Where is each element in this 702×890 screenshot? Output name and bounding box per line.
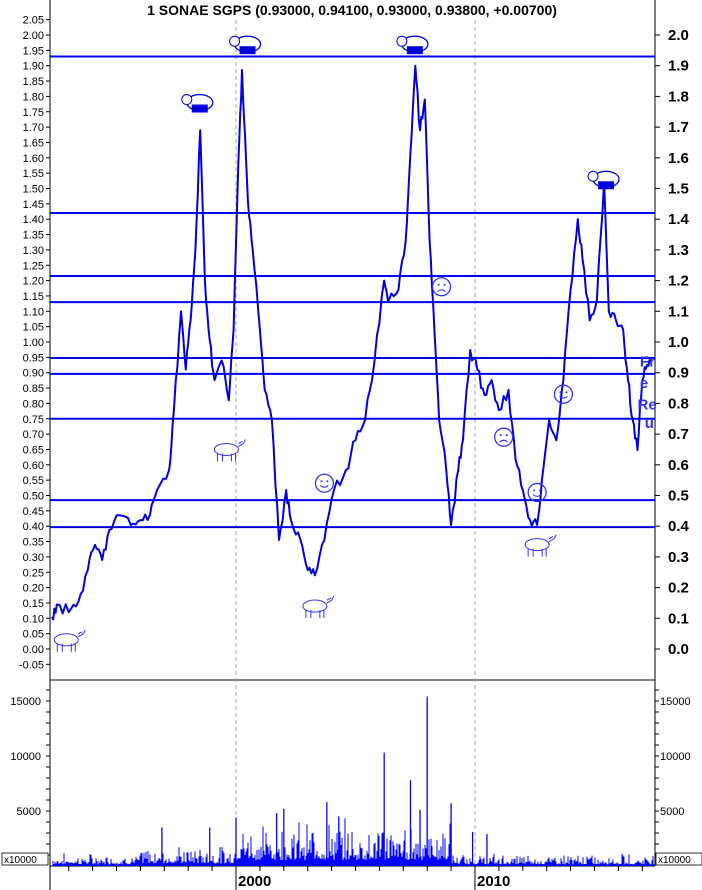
right-tick-label: 1.8 — [668, 88, 689, 105]
left-tick-label: 1.20 — [23, 276, 44, 288]
left-tick-label: 0.55 — [23, 475, 44, 487]
left-tick-label: 0.30 — [23, 552, 44, 564]
left-tick-label: 1.40 — [23, 214, 44, 226]
left-tick-label: -0.05 — [19, 659, 44, 671]
bear-icon — [229, 35, 262, 55]
left-tick-label: 0.80 — [23, 398, 44, 410]
left-tick-label: 1.10 — [23, 306, 44, 318]
volume-unit-box — [1, 852, 49, 866]
left-tick-label: 1.60 — [23, 153, 44, 165]
left-tick-label: 0.45 — [23, 506, 44, 518]
left-tick-label: 0.60 — [23, 460, 44, 472]
left-tick-label: 0.85 — [23, 383, 44, 395]
left-tick-label: 1.80 — [23, 91, 44, 103]
left-tick-label: 1.00 — [23, 337, 44, 349]
left-tick-label: 0.95 — [23, 352, 44, 364]
left-tick-label: 1.90 — [23, 61, 44, 73]
left-tick-label: 1.50 — [23, 184, 44, 196]
left-tick-label: 0.15 — [23, 598, 44, 610]
volume-tick-label-right: 10000 — [660, 751, 691, 763]
smile-icon — [553, 384, 574, 404]
left-tick-label: 1.65 — [23, 137, 44, 149]
volume-tick-label-left: 15000 — [10, 696, 41, 708]
left-tick-label: 1.75 — [23, 107, 44, 119]
volume-tick-label-right: 5000 — [660, 806, 684, 818]
x-tick-label: 2010 — [477, 873, 510, 890]
right-tick-label: 2.0 — [668, 27, 689, 44]
left-tick-label: 2.05 — [23, 15, 44, 27]
right-tick-label: 1.2 — [668, 273, 689, 290]
right-tick-label: 0.1 — [668, 610, 689, 627]
volume-tick-label-left: 10000 — [10, 751, 41, 763]
left-tick-label: 0.05 — [23, 629, 44, 641]
signal-annotation: u — [645, 415, 654, 432]
right-tick-label: 0.3 — [668, 549, 689, 566]
left-tick-label: 1.70 — [23, 122, 44, 134]
right-tick-label: 0.2 — [668, 580, 689, 597]
right-tick-label: 1.1 — [668, 303, 689, 320]
smile-icon — [527, 482, 547, 503]
price-candle-overlay — [51, 65, 653, 621]
volume-unit-label: x10000 — [658, 855, 691, 866]
bull-icon — [302, 595, 335, 619]
right-tick-label: 0.4 — [668, 518, 690, 535]
volume-unit-label: x10000 — [4, 855, 37, 866]
left-tick-label: 1.30 — [23, 245, 44, 257]
left-tick-label: 0.00 — [23, 644, 44, 656]
smile-icon — [314, 473, 335, 493]
bear-icon — [181, 93, 214, 113]
right-tick-label: 0.9 — [668, 365, 689, 382]
left-tick-label: 0.90 — [23, 368, 44, 380]
left-tick-label: 0.35 — [23, 537, 44, 549]
signal-annotation: Fr — [640, 354, 655, 371]
right-tick-label: 1.3 — [668, 242, 689, 259]
right-tick-label: 1.9 — [668, 58, 689, 75]
left-tick-label: 0.20 — [23, 583, 44, 595]
left-tick-label: 0.50 — [23, 491, 44, 503]
left-tick-label: 0.40 — [23, 521, 44, 533]
left-tick-label: 1.95 — [23, 45, 44, 57]
volume-tick-label-left: 5000 — [17, 806, 41, 818]
bull-icon — [53, 629, 86, 652]
left-tick-label: 2.00 — [23, 30, 44, 42]
right-tick-label: 1.4 — [668, 211, 690, 228]
left-tick-label: 1.85 — [23, 76, 44, 88]
left-tick-label: 0.65 — [23, 444, 44, 456]
left-tick-label: 0.10 — [23, 613, 44, 625]
frown-icon — [494, 427, 514, 447]
left-tick-label: 1.15 — [23, 291, 44, 303]
left-tick-label: 0.70 — [23, 429, 44, 441]
left-tick-label: 1.55 — [23, 168, 44, 180]
bull-icon — [524, 534, 557, 557]
left-tick-label: 0.25 — [23, 567, 44, 579]
x-tick-label: 2000 — [238, 873, 271, 890]
chart-title: 1 SONAE SGPS (0.93000, 0.94100, 0.93000,… — [147, 2, 557, 18]
right-tick-label: 0.0 — [668, 641, 689, 658]
right-tick-label: 1.7 — [668, 119, 689, 136]
price-line — [51, 64, 653, 621]
right-tick-label: 0.6 — [668, 457, 689, 474]
bear-icon — [587, 170, 620, 190]
right-tick-label: 0.5 — [668, 488, 689, 505]
left-tick-label: 0.75 — [23, 414, 44, 426]
bear-icon — [396, 35, 429, 55]
right-tick-label: 1.0 — [668, 334, 689, 351]
signal-annotation: Re — [638, 397, 657, 414]
left-tick-label: 1.25 — [23, 260, 44, 272]
volume-tick-label-right: 15000 — [660, 696, 691, 708]
right-tick-label: 0.7 — [668, 426, 689, 443]
frown-icon — [431, 277, 452, 297]
left-tick-label: 1.35 — [23, 230, 44, 242]
right-tick-label: 1.5 — [668, 181, 689, 198]
bull-icon — [213, 439, 246, 462]
right-tick-label: 0.8 — [668, 395, 689, 412]
left-tick-label: 1.05 — [23, 322, 44, 334]
volume-unit-box — [655, 852, 702, 866]
left-tick-label: 1.45 — [23, 199, 44, 211]
signal-annotation: e — [640, 375, 648, 392]
right-tick-label: 1.6 — [668, 150, 689, 167]
